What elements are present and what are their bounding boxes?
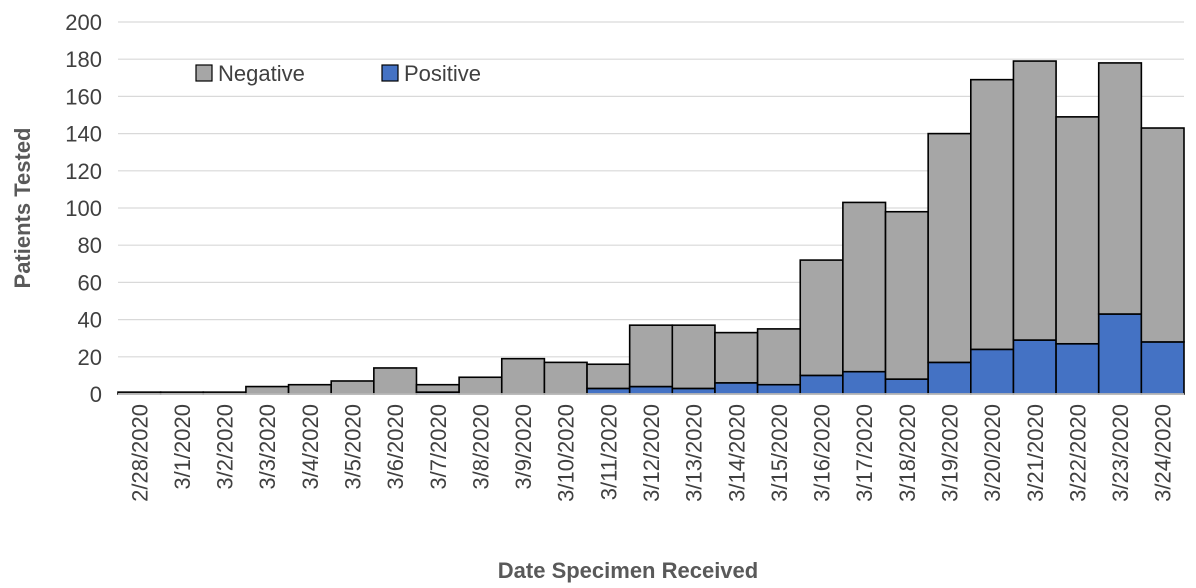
x-tick-label: 3/10/2020 — [554, 404, 579, 502]
bar-negative — [969, 78, 1015, 351]
bar-positive — [842, 370, 887, 395]
bar-positive — [969, 348, 1015, 395]
y-tick-label: 180 — [65, 47, 102, 72]
legend: Negative Positive — [195, 61, 481, 86]
bar-positive — [1012, 339, 1057, 395]
bar-negative — [245, 385, 290, 395]
legend-swatch-positive — [381, 64, 399, 82]
bar-positive — [927, 361, 972, 395]
y-tick-label: 200 — [65, 10, 102, 35]
bar-positive — [628, 385, 674, 395]
x-tick-label: 3/20/2020 — [980, 404, 1005, 502]
bar-negative — [1012, 60, 1057, 341]
x-tick-label: 3/16/2020 — [810, 404, 835, 502]
x-tick-label: 2/28/2020 — [127, 404, 152, 502]
x-tick-label: 3/2/2020 — [213, 404, 238, 490]
bar-positive — [671, 387, 716, 395]
bar-negative — [628, 324, 674, 388]
x-tick-label: 3/8/2020 — [468, 404, 493, 490]
x-axis-title: Date Specimen Received — [498, 558, 758, 583]
x-tick-label: 3/18/2020 — [895, 404, 920, 502]
y-tick-label: 100 — [65, 196, 102, 221]
y-tick-label: 140 — [65, 122, 102, 147]
x-tick-label: 3/1/2020 — [170, 404, 195, 490]
x-tick-label: 3/9/2020 — [511, 404, 536, 490]
bar-negative — [714, 331, 759, 384]
bar-negative — [842, 201, 887, 373]
y-axis-title: Patients Tested — [10, 128, 35, 289]
x-tick-label: 3/5/2020 — [341, 404, 366, 490]
bar-positive — [884, 378, 929, 395]
bar-negative — [586, 363, 631, 390]
x-tick-labels: 2/28/2020 3/1/2020 3/2/2020 3/3/2020 3/4/202… — [127, 404, 1175, 502]
bars — [117, 60, 1185, 395]
x-tick-label: 3/4/2020 — [298, 404, 323, 490]
bar-positive — [586, 387, 631, 395]
bar-positive — [1140, 341, 1185, 395]
bar-negative — [1140, 127, 1185, 343]
x-tick-label: 3/11/2020 — [596, 404, 621, 500]
legend-label-positive: Positive — [404, 61, 481, 86]
x-tick-label: 3/7/2020 — [426, 404, 451, 490]
bar-negative — [287, 383, 332, 395]
bar-negative — [1097, 62, 1143, 315]
x-tick-label: 3/19/2020 — [937, 404, 962, 502]
x-tick-label: 3/24/2020 — [1151, 404, 1176, 502]
bar-negative — [927, 132, 972, 364]
legend-swatch-negative — [195, 64, 213, 82]
x-tick-label: 3/22/2020 — [1065, 404, 1090, 502]
bar-negative — [756, 328, 802, 386]
y-tick-label: 120 — [65, 159, 102, 184]
bar-negative — [458, 376, 503, 395]
y-tick-label: 40 — [78, 308, 102, 333]
bar-positive — [799, 374, 844, 395]
bar-positive — [1055, 342, 1100, 395]
x-tick-label: 3/3/2020 — [255, 404, 280, 490]
y-tick-labels: 0 20 40 60 80 100 120 140 160 180 200 — [65, 10, 102, 407]
bar-negative — [543, 361, 588, 395]
gridlines — [118, 21, 1184, 358]
bar-positive — [756, 383, 802, 395]
x-tick-label: 3/17/2020 — [852, 404, 877, 502]
y-tick-label: 0 — [90, 382, 102, 407]
bar-positive — [714, 382, 759, 395]
bar-negative — [799, 259, 844, 377]
y-tick-label: 160 — [65, 84, 102, 109]
x-tick-label: 3/6/2020 — [383, 404, 408, 490]
bar-negative — [330, 380, 375, 395]
bar-negative — [415, 383, 460, 393]
bar-negative — [884, 210, 929, 380]
x-tick-label: 3/15/2020 — [767, 404, 792, 502]
bar-negative — [500, 357, 546, 395]
x-tick-label: 3/14/2020 — [724, 404, 749, 502]
x-tick-label: 3/23/2020 — [1108, 404, 1133, 502]
x-tick-label: 3/21/2020 — [1023, 404, 1048, 502]
bar-negative — [1055, 116, 1100, 345]
y-tick-label: 60 — [78, 270, 102, 295]
legend-label-negative: Negative — [218, 61, 305, 86]
x-tick-label: 3/12/2020 — [639, 404, 664, 502]
y-tick-label: 80 — [78, 233, 102, 258]
y-tick-label: 20 — [78, 345, 102, 370]
bar-positive — [1097, 313, 1143, 395]
x-tick-label: 3/13/2020 — [682, 404, 707, 502]
bar-negative — [671, 324, 716, 390]
bar-negative — [373, 367, 418, 395]
